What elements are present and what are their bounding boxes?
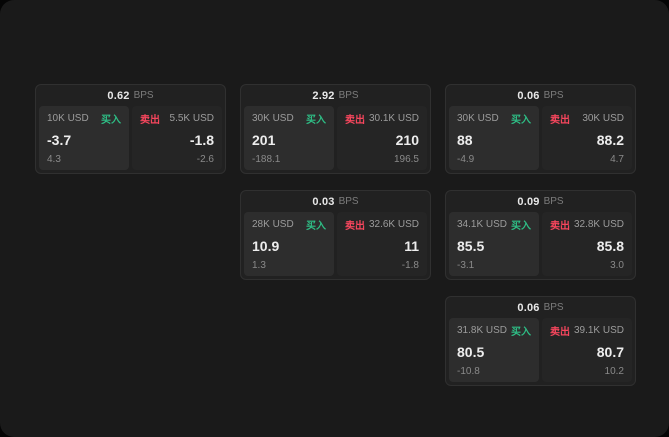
- quote-card: 0.06 BPS 30K USD 买入 88 -4.9 卖出 30K USD: [445, 84, 636, 174]
- sell-amount: 5.5K USD: [169, 113, 214, 124]
- sell-amount: 32.6K USD: [368, 219, 419, 230]
- spread-unit-label: BPS: [133, 90, 154, 101]
- spread-header: 2.92 BPS: [241, 85, 430, 106]
- sell-amount: 39.1K USD: [573, 325, 624, 336]
- sell-amount: 30.1K USD: [368, 113, 419, 124]
- buy-sub-value: -4.9: [457, 154, 475, 165]
- spread-header: 0.06 BPS: [446, 297, 635, 318]
- sell-amount: 32.8K USD: [573, 219, 624, 230]
- sell-button[interactable]: 卖出: [550, 115, 570, 126]
- quote-card: 0.06 BPS 31.8K USD 买入 80.5 -10.8 卖出 39.1…: [445, 296, 636, 386]
- spread-value: 0.06: [517, 89, 540, 102]
- spread-header: 0.03 BPS: [241, 191, 430, 212]
- sell-panel[interactable]: 卖出 32.6K USD 11 -1.8: [337, 212, 427, 276]
- sell-button[interactable]: 卖出: [140, 115, 160, 126]
- buy-button[interactable]: 买入: [511, 115, 531, 126]
- spread-value: 2.92: [312, 89, 335, 102]
- sell-sub-value: -2.6: [196, 154, 214, 165]
- buy-sub-value: 4.3: [47, 154, 61, 165]
- quote-card: 0.09 BPS 34.1K USD 买入 85.5 -3.1 卖出 32.8K…: [445, 190, 636, 280]
- spread-value: 0.62: [107, 89, 130, 102]
- sell-button[interactable]: 卖出: [345, 115, 365, 126]
- sell-sub-value: 3.0: [610, 260, 624, 271]
- buy-amount: 10K USD: [47, 113, 89, 124]
- spread-unit-label: BPS: [338, 196, 359, 207]
- sell-price: 11: [404, 238, 419, 254]
- buy-price: -3.7: [47, 132, 72, 148]
- sell-panel[interactable]: 卖出 32.8K USD 85.8 3.0: [542, 212, 632, 276]
- spread-unit-label: BPS: [543, 90, 564, 101]
- spread-value: 0.09: [517, 195, 540, 208]
- buy-sub-value: -10.8: [457, 366, 480, 377]
- sell-panel[interactable]: 卖出 30.1K USD 210 196.5: [337, 106, 427, 170]
- quote-grid: 0.62 BPS 10K USD 买入 -3.7 4.3 卖出 5.5K USD: [35, 84, 636, 386]
- buy-button[interactable]: 买入: [306, 115, 326, 126]
- sell-price: 210: [395, 132, 419, 148]
- buy-amount: 30K USD: [252, 113, 294, 124]
- sell-price: 80.7: [596, 344, 624, 360]
- buy-button[interactable]: 买入: [101, 115, 121, 126]
- sell-button[interactable]: 卖出: [550, 327, 570, 338]
- buy-sub-value: 1.3: [252, 260, 266, 271]
- buy-sub-value: -188.1: [252, 154, 281, 165]
- spread-header: 0.62 BPS: [36, 85, 225, 106]
- quote-card: 0.03 BPS 28K USD 买入 10.9 1.3 卖出 32.6K US…: [240, 190, 431, 280]
- buy-price: 85.5: [457, 238, 485, 254]
- sell-amount: 30K USD: [582, 113, 624, 124]
- buy-panel[interactable]: 31.8K USD 买入 80.5 -10.8: [449, 318, 539, 382]
- buy-amount: 34.1K USD: [457, 219, 508, 230]
- buy-button[interactable]: 买入: [511, 221, 531, 232]
- sell-price: 85.8: [596, 238, 624, 254]
- buy-amount: 31.8K USD: [457, 325, 508, 336]
- buy-price: 10.9: [252, 238, 280, 254]
- buy-panel[interactable]: 30K USD 买入 201 -188.1: [244, 106, 334, 170]
- sell-price: 88.2: [596, 132, 624, 148]
- spread-header: 0.09 BPS: [446, 191, 635, 212]
- sell-sub-value: -1.8: [401, 260, 419, 271]
- sell-panel[interactable]: 卖出 39.1K USD 80.7 10.2: [542, 318, 632, 382]
- buy-price: 80.5: [457, 344, 485, 360]
- sell-panel[interactable]: 卖出 5.5K USD -1.8 -2.6: [132, 106, 222, 170]
- quote-card: 2.92 BPS 30K USD 买入 201 -188.1 卖出 30.1K …: [240, 84, 431, 174]
- quote-card: 0.62 BPS 10K USD 买入 -3.7 4.3 卖出 5.5K USD: [35, 84, 226, 174]
- spread-unit-label: BPS: [543, 302, 564, 313]
- spread-unit-label: BPS: [338, 90, 359, 101]
- sell-button[interactable]: 卖出: [550, 221, 570, 232]
- sell-sub-value: 10.2: [604, 366, 624, 377]
- buy-price: 88: [457, 132, 473, 148]
- buy-panel[interactable]: 10K USD 买入 -3.7 4.3: [39, 106, 129, 170]
- spread-header: 0.06 BPS: [446, 85, 635, 106]
- buy-sub-value: -3.1: [457, 260, 475, 271]
- spread-unit-label: BPS: [543, 196, 564, 207]
- buy-panel[interactable]: 30K USD 买入 88 -4.9: [449, 106, 539, 170]
- sell-button[interactable]: 卖出: [345, 221, 365, 232]
- sell-panel[interactable]: 卖出 30K USD 88.2 4.7: [542, 106, 632, 170]
- buy-panel[interactable]: 28K USD 买入 10.9 1.3: [244, 212, 334, 276]
- sell-price: -1.8: [189, 132, 214, 148]
- buy-button[interactable]: 买入: [511, 327, 531, 338]
- buy-button[interactable]: 买入: [306, 221, 326, 232]
- spread-value: 0.03: [312, 195, 335, 208]
- spread-value: 0.06: [517, 301, 540, 314]
- sell-sub-value: 4.7: [610, 154, 624, 165]
- sell-sub-value: 196.5: [393, 154, 419, 165]
- buy-amount: 30K USD: [457, 113, 499, 124]
- buy-amount: 28K USD: [252, 219, 294, 230]
- buy-panel[interactable]: 34.1K USD 买入 85.5 -3.1: [449, 212, 539, 276]
- buy-price: 201: [252, 132, 276, 148]
